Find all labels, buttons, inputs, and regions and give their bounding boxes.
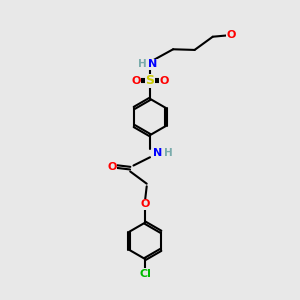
Text: O: O [140, 200, 150, 209]
Text: Cl: Cl [139, 269, 151, 279]
Text: O: O [131, 76, 141, 85]
Text: H: H [138, 59, 147, 69]
Text: H: H [164, 148, 172, 158]
Text: O: O [159, 76, 169, 85]
Text: S: S [146, 74, 154, 87]
Text: O: O [107, 161, 117, 172]
Text: N: N [153, 148, 162, 158]
Text: N: N [148, 59, 157, 69]
Text: O: O [226, 30, 236, 40]
